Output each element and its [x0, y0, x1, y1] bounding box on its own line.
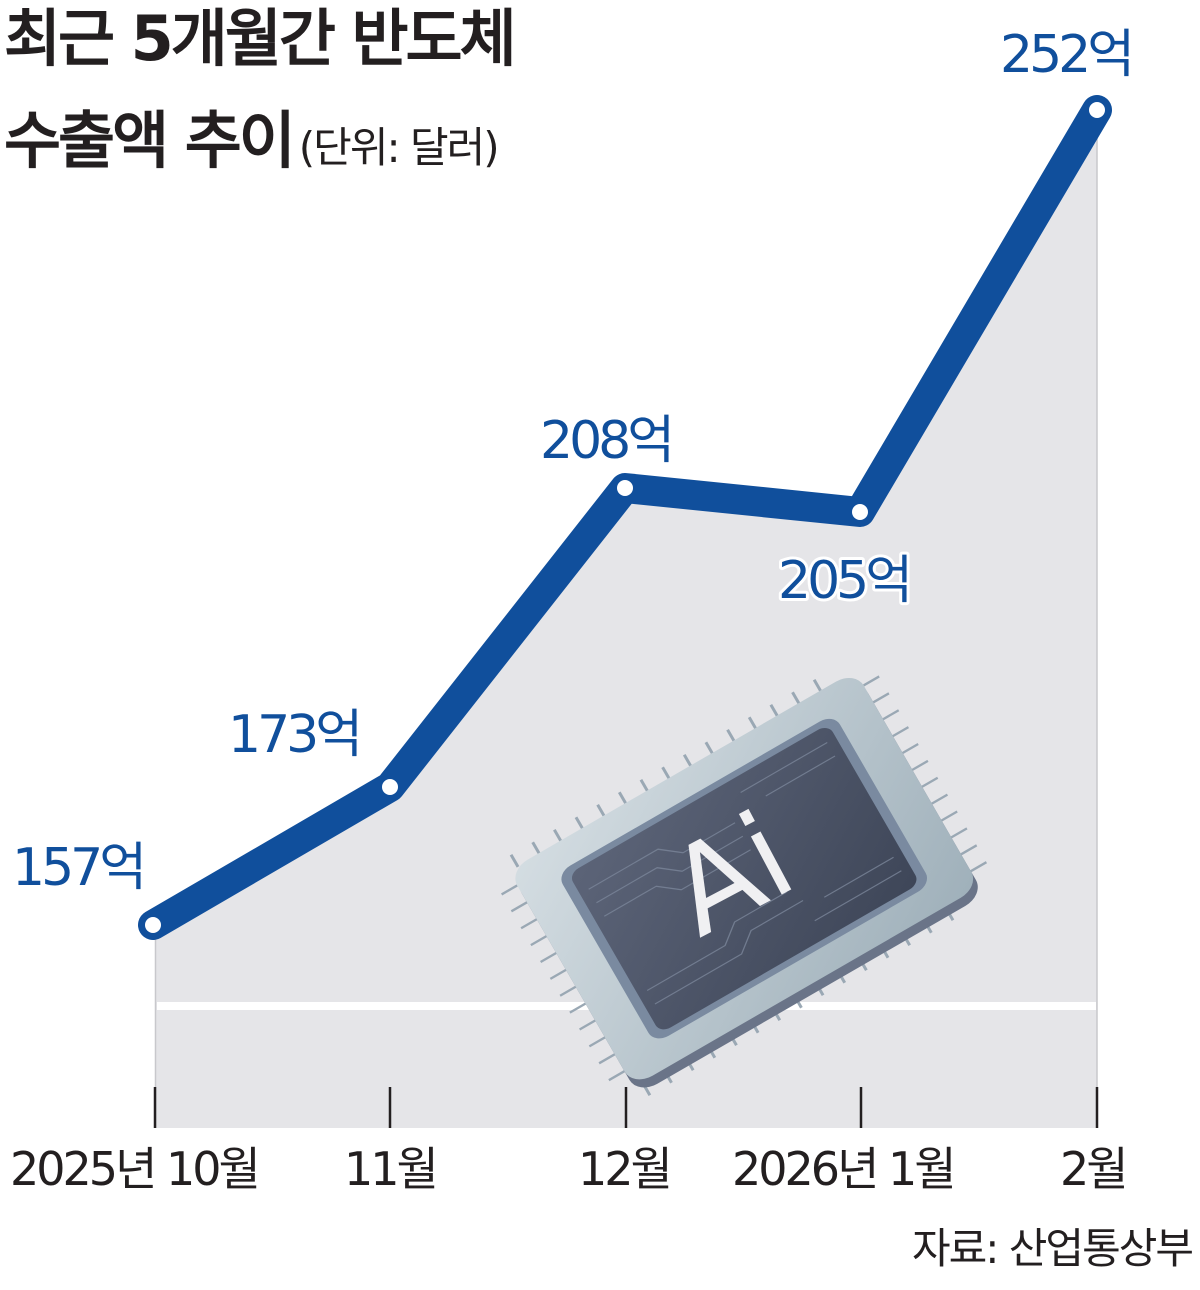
- value-label: 252억: [1000, 25, 1131, 85]
- data-point-marker: [852, 504, 868, 520]
- value-label: 173억: [228, 705, 359, 765]
- source-note: 자료: 산업통상부: [912, 1224, 1194, 1273]
- chart-unit: (단위: 달러): [298, 123, 500, 172]
- data-point-marker: [382, 779, 398, 795]
- data-point-marker: [145, 917, 161, 933]
- x-axis-label: 2월: [1060, 1142, 1129, 1196]
- value-label: 157억: [12, 838, 143, 898]
- chart-title-main: 수출액 추이: [4, 104, 296, 177]
- ai-chip-illustration: Ai: [501, 675, 988, 1096]
- data-point-marker: [1089, 102, 1105, 118]
- value-label: 205억: [778, 551, 909, 611]
- x-axis-label: 12월: [578, 1142, 673, 1196]
- x-axis-label: 11월: [344, 1142, 439, 1196]
- x-axis-ticks: [153, 1087, 1099, 1128]
- x-axis-label: 2026년 1월: [732, 1142, 957, 1196]
- chart-title-line1: 최근 5개월간 반도체: [4, 2, 517, 75]
- value-label: 208억: [540, 411, 671, 471]
- data-point-marker: [617, 480, 633, 496]
- data-markers: [145, 102, 1105, 933]
- chart-title-line2: 수출액 추이 (단위: 달러): [4, 110, 500, 172]
- x-axis-label: 2025년 10월: [10, 1142, 261, 1196]
